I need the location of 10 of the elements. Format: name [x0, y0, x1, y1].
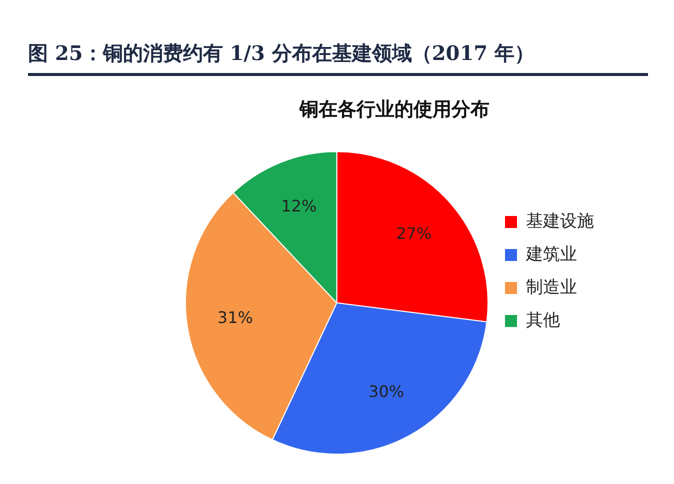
- legend-label: 其他: [526, 310, 560, 330]
- chart-subtitle: 铜在各行业的使用分布: [298, 98, 490, 120]
- legend-label: 制造业: [526, 277, 577, 298]
- data-label: 12%: [281, 196, 317, 216]
- data-label: 27%: [396, 224, 432, 244]
- chart-title: 图 25：铜的消费约有 1/3 分布在基建领域（2017 年）: [28, 40, 648, 76]
- data-label: 30%: [368, 382, 404, 402]
- data-label: 31%: [217, 308, 253, 328]
- legend-label: 基建设施: [526, 211, 594, 232]
- legend-label: 建筑业: [525, 244, 577, 264]
